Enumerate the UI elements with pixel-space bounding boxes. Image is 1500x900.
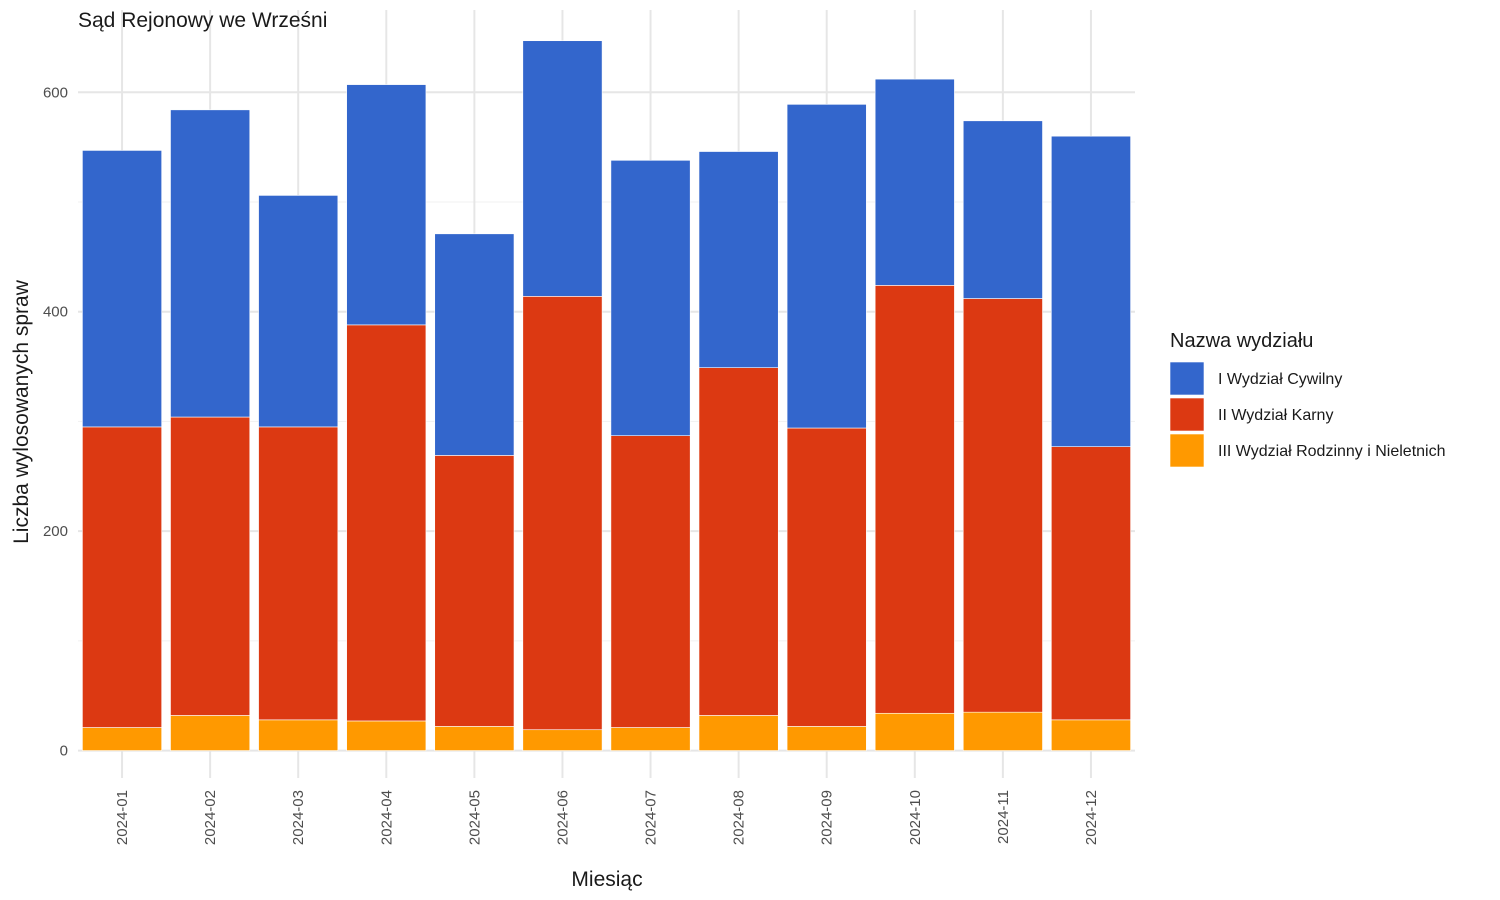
x-axis-title: Miesiąc	[571, 868, 642, 891]
bar-segment	[962, 298, 1043, 713]
chart-title: Sąd Rejonowy we Wrześni	[78, 9, 327, 32]
x-tick-label: 2024-02	[202, 790, 219, 845]
x-tick-label: 2024-05	[466, 790, 483, 845]
x-tick-label: 2024-03	[290, 790, 307, 845]
x-tick-label: 2024-01	[114, 790, 131, 845]
bar-segment	[522, 40, 603, 297]
legend: Nazwa wydziału I Wydział Cywilny II Wydzi…	[1169, 330, 1446, 468]
bar-segment	[434, 233, 515, 456]
bar-segment	[346, 84, 427, 326]
y-axis-ticks: 0 200 400 600	[43, 84, 68, 759]
bar-segment	[786, 726, 867, 751]
bar-segment	[610, 435, 691, 728]
bar-segment	[698, 715, 779, 751]
bar-segment	[698, 151, 779, 368]
bar-segment	[434, 726, 515, 751]
bar-segment	[258, 719, 339, 751]
bar-segment	[82, 727, 162, 751]
bar-segment	[610, 727, 691, 751]
legend-label: II Wydział Karny	[1218, 407, 1333, 424]
bar-segment	[346, 720, 427, 751]
y-tick-label: 200	[43, 523, 68, 540]
x-tick-label: 2024-04	[378, 790, 395, 845]
bar-segment	[874, 712, 955, 751]
legend-label: I Wydział Cywilny	[1218, 371, 1342, 388]
y-tick-label: 600	[43, 84, 68, 101]
x-tick-label: 2024-07	[643, 790, 660, 845]
bar-segment	[1051, 446, 1131, 721]
bar-segment	[170, 715, 251, 751]
legend-key	[1169, 433, 1205, 468]
bar-segment	[258, 195, 339, 428]
x-tick-label: 2024-08	[731, 790, 748, 845]
bar-segment	[82, 426, 162, 728]
legend-key	[1169, 397, 1205, 432]
legend-key	[1169, 361, 1205, 396]
x-tick-label: 2024-11	[995, 790, 1012, 844]
bars	[82, 40, 1131, 751]
legend-title: Nazwa wydziału	[1170, 330, 1313, 352]
y-tick-label: 400	[43, 304, 68, 321]
bar-segment	[258, 426, 339, 721]
bar-segment	[962, 120, 1043, 299]
bar-segment	[786, 427, 867, 727]
bar-segment	[170, 416, 251, 716]
bar-segment	[522, 729, 603, 751]
bar-segment	[874, 78, 955, 286]
bar-segment	[170, 109, 251, 418]
bar-segment	[610, 160, 691, 436]
legend-label: III Wydział Rodzinny i Nieletnich	[1218, 443, 1446, 460]
bar-segment	[434, 455, 515, 727]
bar-segment	[874, 285, 955, 714]
x-tick-label: 2024-09	[819, 790, 836, 845]
bar-segment	[1051, 135, 1131, 447]
x-tick-label: 2024-10	[907, 790, 924, 845]
x-tick-label: 2024-06	[554, 790, 571, 845]
x-axis-ticks: 2024-01 2024-02 2024-03 2024-04 2024-05 2024-…	[114, 790, 1100, 845]
bar-segment	[698, 367, 779, 716]
y-tick-label: 0	[60, 743, 68, 760]
bar-segment	[962, 711, 1043, 751]
bar-segment	[346, 324, 427, 722]
y-axis-title: Liczba wylosowanych spraw	[10, 279, 33, 544]
bar-segment	[522, 296, 603, 731]
bar-segment	[786, 104, 867, 429]
x-tick-label: 2024-12	[1083, 790, 1100, 845]
bar-segment	[82, 150, 162, 428]
bar-segment	[1051, 719, 1131, 751]
